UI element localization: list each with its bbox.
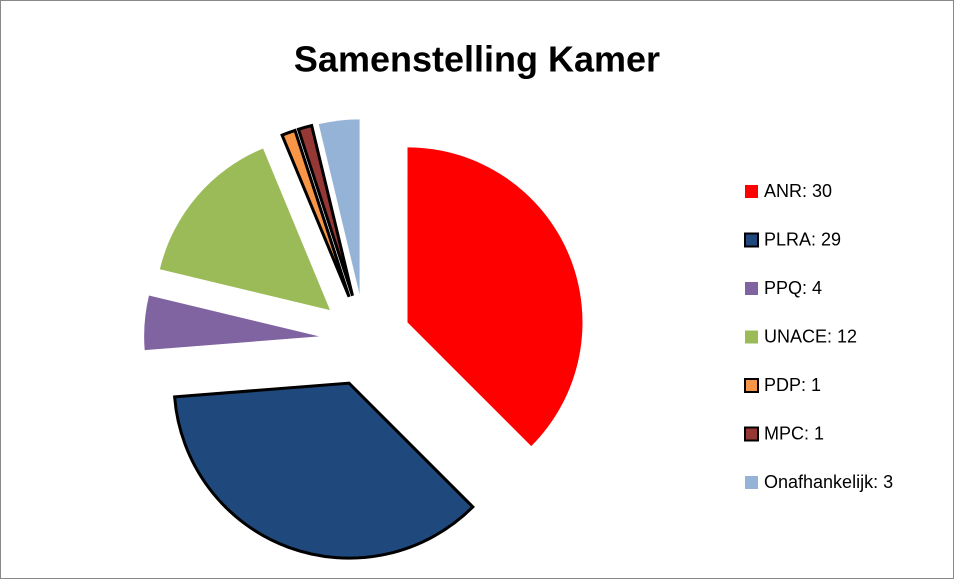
legend-swatch bbox=[744, 426, 759, 442]
legend-label: ANR: 30 bbox=[764, 181, 832, 201]
pie-slice bbox=[159, 148, 331, 311]
legend-swatch bbox=[745, 476, 758, 489]
legend-label: UNACE: 12 bbox=[764, 326, 857, 346]
pie-slice bbox=[318, 119, 360, 295]
pie-slice bbox=[407, 147, 583, 447]
legend-label: MPC: 1 bbox=[764, 423, 824, 443]
pie-slice bbox=[280, 128, 351, 298]
legend-label: PPQ: 4 bbox=[764, 278, 822, 298]
legend-swatch bbox=[744, 378, 759, 393]
pie-slice bbox=[296, 123, 354, 297]
pie-slice bbox=[144, 295, 320, 351]
legend-swatch bbox=[745, 282, 758, 295]
legend-label: PDP: 1 bbox=[764, 375, 821, 395]
legend-label: PLRA: 29 bbox=[764, 229, 841, 249]
legend-swatch bbox=[745, 330, 758, 344]
chart-title: Samenstelling Kamer bbox=[294, 39, 660, 80]
legend-swatch bbox=[744, 232, 759, 248]
legend-swatch bbox=[745, 185, 758, 198]
pie-slice bbox=[173, 381, 475, 560]
legend-label: Onafhankelijk: 3 bbox=[764, 472, 893, 492]
